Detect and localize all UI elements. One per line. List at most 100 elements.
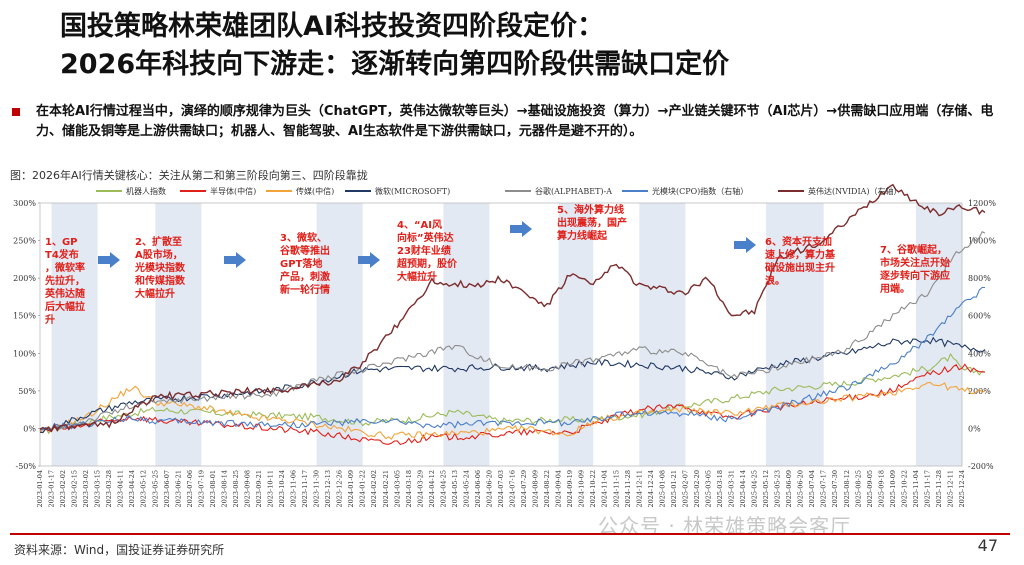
annotation-line: 逐步转向下游应 bbox=[880, 269, 950, 282]
title-line-1: 国投策略林荣雄团队AI科技投资四阶段定价： bbox=[60, 11, 604, 42]
annotation-line: 用端。 bbox=[879, 282, 910, 295]
annotation-1: 1、GP T4发布，微软率先拉升，英伟达随后大幅拉升 bbox=[44, 237, 85, 326]
x-axis-tick: 2024-01-22 bbox=[359, 470, 367, 507]
x-axis-tick: 2023-09-08 bbox=[243, 470, 251, 507]
left-axis-tick: 200% bbox=[13, 274, 36, 283]
shaded-phase-5 bbox=[558, 203, 594, 466]
right-axis-tick: 1000% bbox=[968, 237, 996, 246]
annotation-line: ，微软率 bbox=[45, 261, 85, 274]
annotation-line: GPT落地 bbox=[280, 257, 322, 270]
x-axis-tick: 2025-09-18 bbox=[877, 470, 885, 507]
annotation-line: 7、谷歌崛起， bbox=[880, 243, 947, 256]
x-axis-tick: 2025-07-04 bbox=[808, 470, 816, 507]
x-axis-tick: 2023-03-28 bbox=[105, 470, 113, 507]
x-axis-tick: 2023-11-06 bbox=[290, 470, 298, 507]
x-axis-tick: 2024-03-05 bbox=[393, 470, 401, 507]
x-axis-tick: 2024-10-22 bbox=[589, 470, 597, 507]
x-axis-tick: 2025-07-30 bbox=[831, 470, 839, 507]
page-title: 国投策略林荣雄团队AI科技投资四阶段定价： 2026年科技向下游走：逐渐转向第四… bbox=[60, 8, 729, 84]
source-note: 资料来源：Wind，国投证券证券研究所 bbox=[14, 543, 225, 557]
x-axis-tick: 2025-08-25 bbox=[854, 470, 862, 507]
annotation-line: 2、扩散至 bbox=[135, 235, 182, 248]
x-axis-tick: 2023-08-25 bbox=[232, 470, 240, 507]
line-chart: 300% 250% 200% 150% 100% 50% 0% -50% 1200% 1000% 8… bbox=[13, 183, 996, 507]
body-paragraph: 在本轮AI行情过程当中，演绎的顺序规律为巨头（ChatGPT，英伟达微软等巨头）… bbox=[36, 104, 994, 139]
x-axis-tick: 2023-11-17 bbox=[301, 470, 309, 507]
footer-divider bbox=[10, 533, 1010, 535]
annotation-line: 23财年业绩 bbox=[397, 244, 451, 257]
annotation-2: 2、扩散至 A股市场，光模块指数和传媒指数大幅拉升 bbox=[134, 235, 186, 300]
annotation-line: 1、GP bbox=[45, 237, 78, 248]
x-axis-tick: 2024-07-03 bbox=[497, 470, 505, 507]
x-axis-tick: 2023-01-04 bbox=[36, 470, 44, 507]
x-axis-tick: 2025-11-28 bbox=[935, 470, 943, 507]
shaded-phase-6 bbox=[639, 203, 686, 466]
annotation-line: 先拉升， bbox=[45, 274, 85, 287]
x-axis-tick: 2025-05-23 bbox=[774, 470, 782, 507]
annotation-line: A股市场， bbox=[135, 248, 183, 261]
x-axis-tick: 2025-03-18 bbox=[716, 470, 724, 507]
annotation-line: 向标”英伟达 bbox=[397, 231, 454, 244]
x-axis-tick: 2023-03-02 bbox=[82, 470, 90, 507]
x-axis-tick: 2024-12-11 bbox=[635, 470, 643, 507]
x-axis-tick: 2024-02-02 bbox=[370, 470, 378, 507]
x-axis-tick: 2023-02-15 bbox=[71, 470, 79, 507]
left-axis-tick: -50% bbox=[16, 462, 37, 471]
annotation-line: 超预期，股价 bbox=[396, 257, 458, 270]
x-axis-tick: 2024-03-18 bbox=[405, 470, 413, 507]
x-axis-tick: 2023-04-11 bbox=[117, 470, 125, 507]
x-axis-tick: 2024-02-21 bbox=[382, 470, 390, 507]
x-axis-tick: 2025-06-09 bbox=[785, 470, 793, 507]
x-axis-tick: 2024-07-16 bbox=[509, 470, 517, 507]
right-axis-tick: 800% bbox=[968, 274, 991, 283]
x-axis-tick: 2023-12-13 bbox=[324, 470, 332, 507]
x-axis-tick: 2025-10-09 bbox=[889, 470, 897, 507]
annotation-7: 7、谷歌崛起，市场关注点开始逐步转向下游应用端。 bbox=[879, 243, 950, 295]
annotation-line: 础设施出现主升 bbox=[765, 261, 835, 274]
x-axis-tick: 2025-09-05 bbox=[866, 470, 874, 507]
x-axis-tick: 2024-06-20 bbox=[485, 470, 493, 507]
x-axis-tick: 2024-04-12 bbox=[428, 470, 436, 507]
annotation-line: 英伟达随 bbox=[44, 287, 85, 300]
annotation-line: 浪。 bbox=[765, 274, 785, 287]
x-axis-tick: 2025-03-05 bbox=[704, 470, 712, 507]
series-line-semi bbox=[39, 363, 986, 446]
x-axis-tick: 2025-10-22 bbox=[900, 470, 908, 507]
annotation-6: 6、资本开支加速上修，算力基础设施出现主升浪。 bbox=[765, 235, 836, 287]
x-axis-tick: 2023-12-26 bbox=[336, 470, 344, 507]
bullet-marker bbox=[12, 108, 20, 116]
x-axis-tick: 2023-05-12 bbox=[140, 470, 148, 507]
x-axis-tick: 2024-09-04 bbox=[555, 470, 563, 507]
x-axis-tick: 2024-09-19 bbox=[566, 470, 574, 507]
x-axis-tick: 2023-08-14 bbox=[220, 470, 228, 507]
left-axis-tick: 0% bbox=[23, 424, 36, 433]
right-axis-tick: 600% bbox=[968, 312, 991, 321]
x-axis-tick: 2023-07-06 bbox=[186, 470, 194, 507]
left-axis-tick: 250% bbox=[13, 237, 36, 246]
annotation-line: 出现震荡，国产 bbox=[557, 216, 627, 229]
annotation-line: 光模块指数 bbox=[134, 261, 186, 274]
annotation-5: 5、海外算力线出现震荡，国产算力线崛起 bbox=[556, 203, 627, 242]
x-axis-tick: 2023-11-30 bbox=[313, 470, 321, 507]
annotation-4: 4、“AI风向标”英伟达 23财年业绩超预期，股价大幅拉升 bbox=[396, 219, 458, 283]
page-number: 47 bbox=[977, 536, 998, 555]
annotation-3: 3、微软、谷歌等推出 GPT落地产品，刺激新一轮行情 bbox=[280, 231, 330, 296]
x-axis-tick: 2023-08-01 bbox=[209, 470, 217, 507]
legend-label-nvda: 英伟达(NVIDIA)（右轴） bbox=[808, 186, 902, 196]
series-line-nvda bbox=[39, 183, 986, 433]
x-axis-tick: 2024-04-25 bbox=[439, 470, 447, 507]
annotation-line: 和传媒指数 bbox=[134, 274, 186, 287]
right-axis-tick: 200% bbox=[968, 387, 991, 396]
x-axis-tick: 2025-07-17 bbox=[820, 470, 828, 507]
x-axis-tick: 2025-08-12 bbox=[843, 470, 851, 507]
phase-arrow-2 bbox=[224, 252, 246, 268]
x-axis-tick: 2025-04-14 bbox=[739, 470, 747, 507]
x-axis-tick: 2025-01-21 bbox=[670, 470, 678, 507]
legend-label-media: 传媒(中信) bbox=[296, 186, 334, 196]
x-axis-tick: 2024-08-09 bbox=[532, 470, 540, 507]
legend-label-semi: 半导体(中信) bbox=[210, 186, 256, 196]
annotation-line: 大幅拉升 bbox=[135, 287, 175, 300]
x-axis-tick: 2023-10-24 bbox=[278, 470, 286, 507]
x-axis-tick: 2024-11-28 bbox=[624, 470, 632, 507]
phase-arrow-4 bbox=[510, 221, 532, 237]
